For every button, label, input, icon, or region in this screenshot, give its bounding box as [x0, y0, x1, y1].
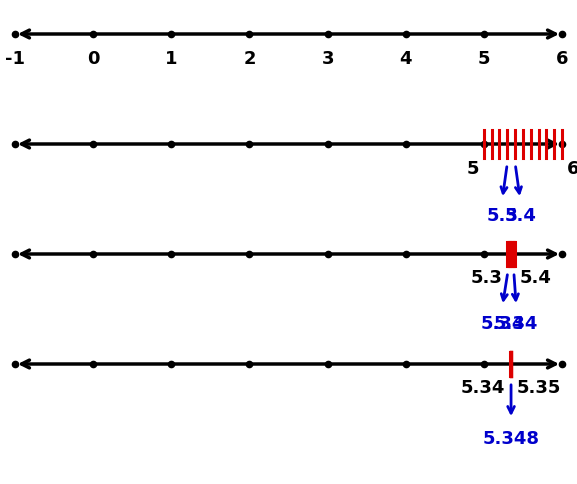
- Text: 5.34: 5.34: [494, 314, 538, 333]
- Text: 5.34: 5.34: [480, 314, 524, 333]
- Text: 5: 5: [466, 160, 479, 178]
- Text: 5.3: 5.3: [470, 269, 503, 287]
- Text: 5.35: 5.35: [516, 378, 561, 396]
- Text: 2: 2: [243, 50, 256, 68]
- Text: 6: 6: [567, 160, 577, 178]
- Text: 5.348: 5.348: [482, 429, 539, 447]
- Text: 5.34: 5.34: [461, 378, 505, 396]
- Text: 3: 3: [321, 50, 334, 68]
- Text: -1: -1: [5, 50, 25, 68]
- Text: 5.4: 5.4: [520, 269, 552, 287]
- Text: 1: 1: [165, 50, 178, 68]
- Text: 0: 0: [87, 50, 99, 68]
- Text: 5.3: 5.3: [486, 207, 518, 225]
- Text: 6: 6: [556, 50, 568, 68]
- Text: 5.4: 5.4: [504, 207, 536, 225]
- Text: 4: 4: [399, 50, 412, 68]
- Text: 5: 5: [478, 50, 490, 68]
